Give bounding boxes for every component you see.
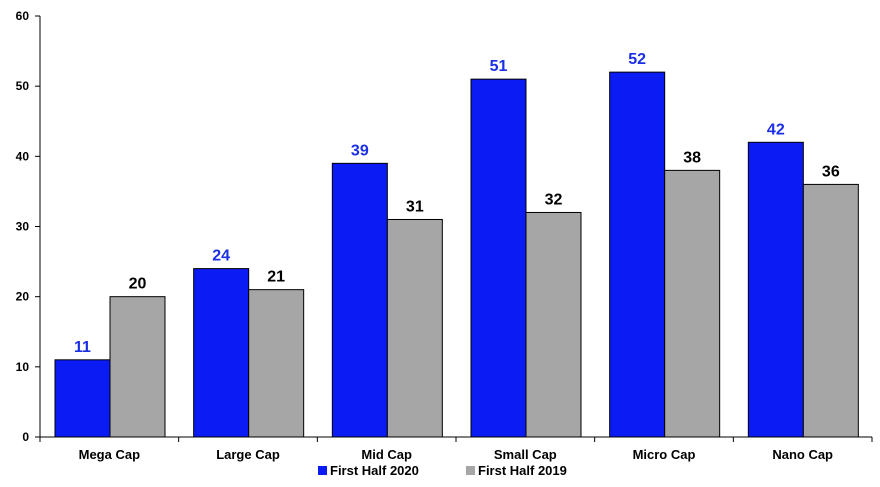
bar-first-half-2020 — [470, 78, 527, 438]
bar-first-half-2020 — [54, 359, 111, 438]
y-tick-label: 60 — [16, 9, 30, 23]
legend-swatch — [466, 466, 475, 475]
bar-first-half-2020 — [609, 71, 666, 438]
y-tick-label: 50 — [16, 79, 30, 93]
y-tick-label: 20 — [16, 290, 30, 304]
x-axis: Mega Cap Large Cap Mid Cap Small Cap Micro C… — [39, 436, 873, 462]
bar-first-half-2019 — [664, 169, 721, 438]
data-label: 31 — [406, 198, 424, 215]
legend-swatch — [318, 466, 327, 475]
x-tick-label: Micro Cap — [633, 447, 696, 462]
bars — [54, 71, 859, 438]
data-label: 51 — [490, 58, 508, 75]
legend: First Half 2020 First Half 2019 — [318, 463, 567, 478]
data-label: 36 — [822, 163, 840, 180]
data-label: 11 — [74, 339, 91, 356]
y-tick-label: 40 — [16, 149, 30, 163]
bar-first-half-2019 — [248, 289, 305, 438]
y-axis: 0 10 20 30 40 50 60 — [16, 9, 41, 444]
x-tick-label: Mid Cap — [361, 447, 412, 462]
data-label: 21 — [267, 269, 285, 286]
data-label: 52 — [628, 51, 646, 68]
data-label: 42 — [767, 121, 785, 138]
x-tick-label: Nano Cap — [772, 447, 833, 462]
bar-first-half-2019 — [109, 296, 166, 438]
data-label: 38 — [683, 149, 701, 166]
bar-first-half-2020 — [193, 268, 250, 438]
bar-first-half-2019 — [386, 218, 443, 438]
y-tick-label: 30 — [16, 220, 30, 234]
legend-label: First Half 2020 — [330, 463, 419, 478]
data-label: 20 — [129, 276, 147, 293]
data-label: 39 — [351, 142, 369, 159]
data-label: 32 — [545, 191, 563, 208]
y-tick-label: 0 — [22, 430, 29, 444]
x-tick-label: Mega Cap — [79, 447, 140, 462]
bar-first-half-2020 — [331, 162, 388, 438]
x-tick-label: Small Cap — [494, 447, 557, 462]
legend-label: First Half 2019 — [478, 463, 567, 478]
bar-first-half-2020 — [747, 141, 804, 438]
bar-first-half-2019 — [802, 183, 859, 438]
y-tick-label: 10 — [16, 360, 30, 374]
data-labels: 11 24 39 51 52 42 20 21 31 32 38 36 — [74, 51, 840, 356]
x-tick-label: Large Cap — [216, 447, 280, 462]
bar-first-half-2019 — [525, 211, 582, 438]
data-label: 24 — [212, 248, 230, 265]
